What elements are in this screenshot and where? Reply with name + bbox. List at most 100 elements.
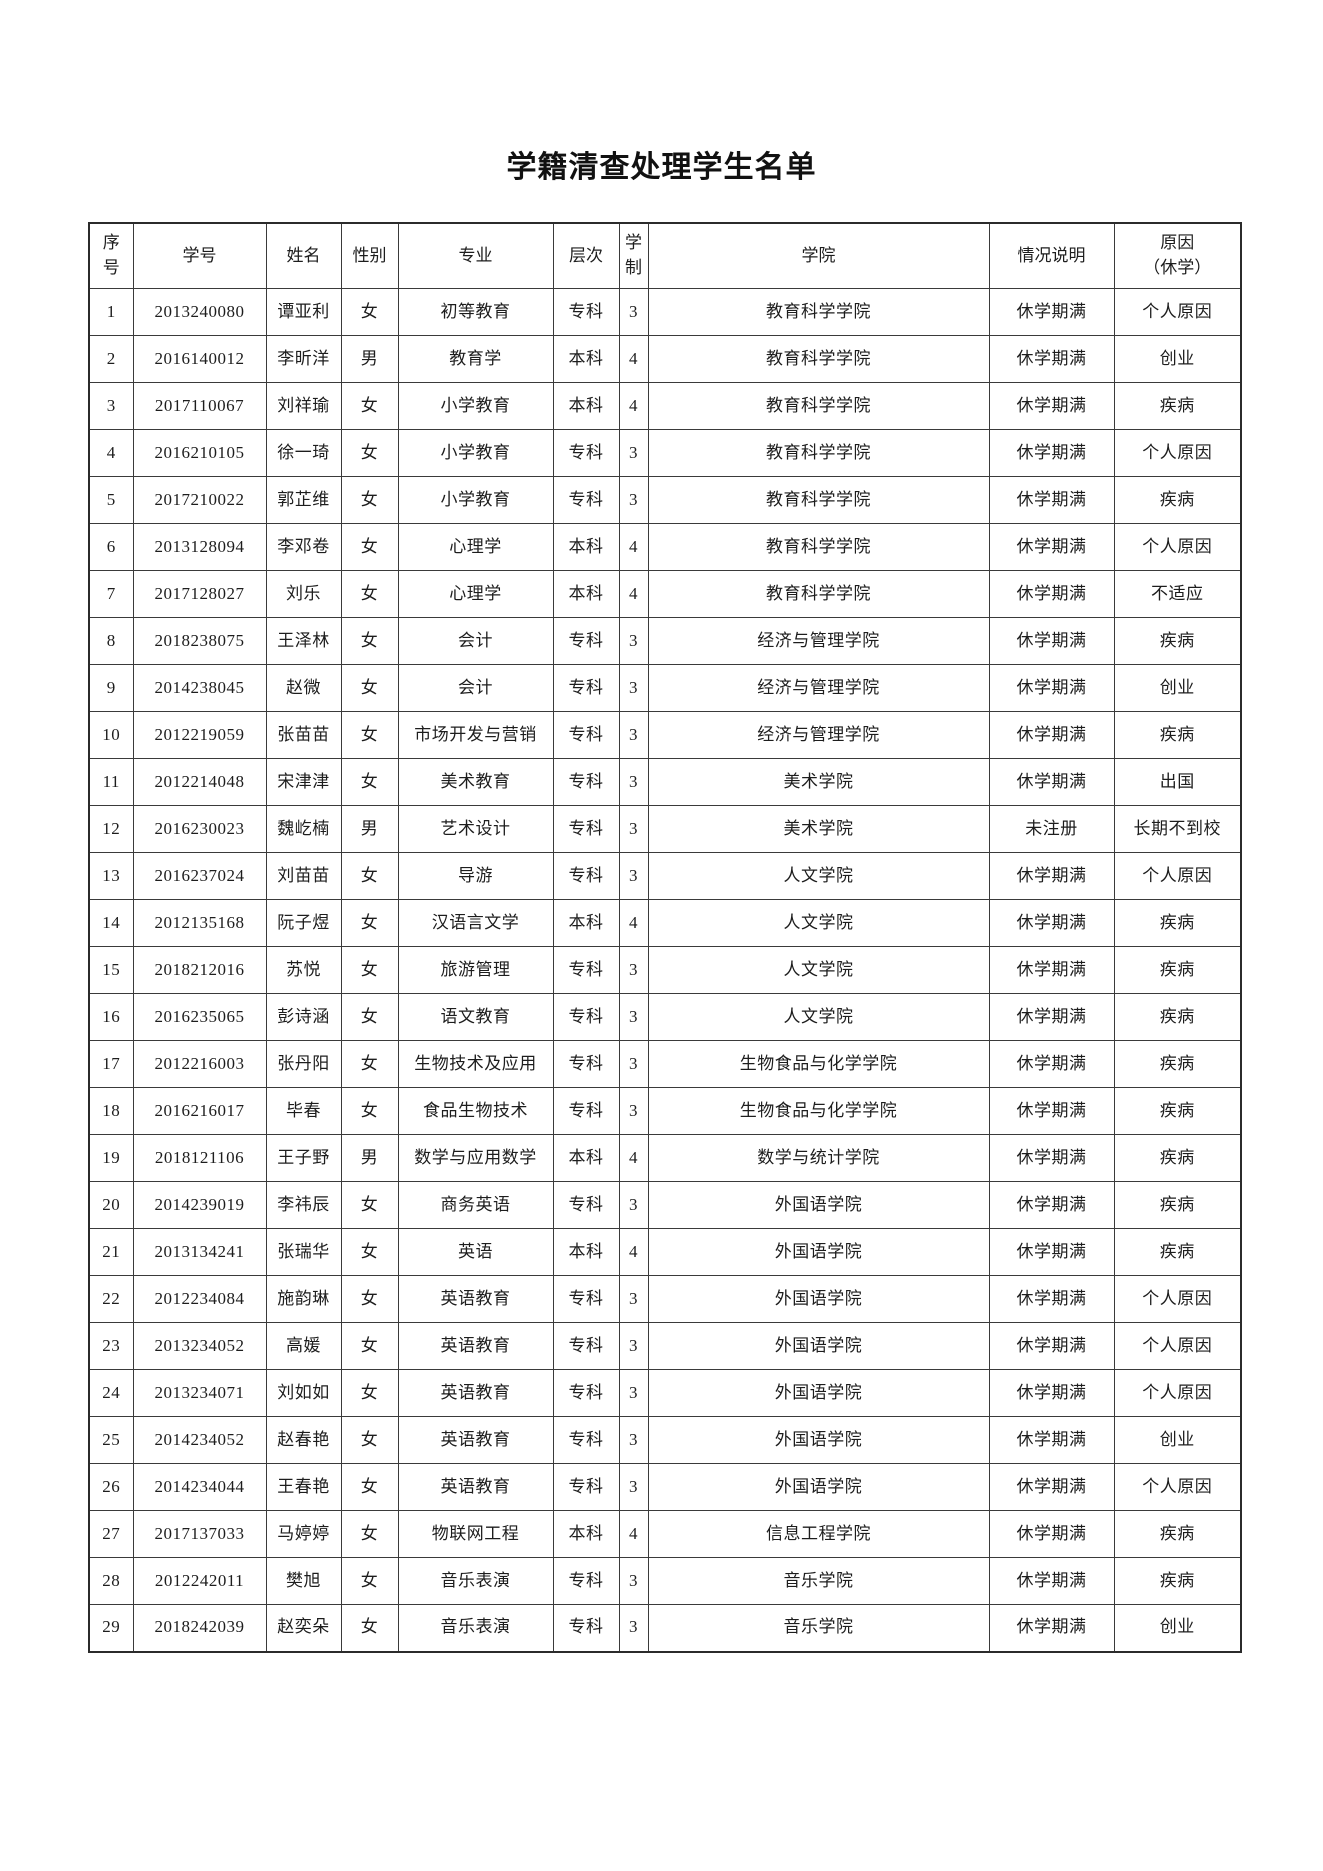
table-cell: 4 <box>618 899 649 947</box>
table-cell: 女 <box>340 758 399 806</box>
table-cell: 王子野 <box>265 1134 342 1182</box>
table-cell: 3 <box>618 1040 649 1088</box>
table-row: 23 2013234052 高媛女英语教育 专科 3 外国语学院 休学期满 个人原因 <box>88 1322 1242 1370</box>
table-cell: 2018238075 <box>132 617 267 665</box>
table-cell: 疾病 <box>1113 617 1242 665</box>
table-cell: 张苗苗 <box>265 711 342 759</box>
table-row: 18 2016216017 毕春女食品生物技术 专科 3 生物食品与化学学院 休学期满 疾病 <box>88 1087 1242 1135</box>
table-cell: 教育科学学院 <box>647 476 990 524</box>
table-cell: 4 <box>618 1134 649 1182</box>
table-cell: 休学期满 <box>988 476 1115 524</box>
table-cell: 本科 <box>552 1510 620 1558</box>
table-cell: 疾病 <box>1113 1181 1242 1229</box>
table-cell: 10 <box>88 711 134 759</box>
table-row: 1 2013240080 谭亚利女初等教育 专科 3 教育科学学院 休学期满 个人原因 <box>88 288 1242 336</box>
table-cell: 阮子煜 <box>265 899 342 947</box>
table-cell: 2013240080 <box>132 288 267 336</box>
table-cell: 休学期满 <box>988 288 1115 336</box>
table-cell: 2014238045 <box>132 664 267 712</box>
table-cell: 男 <box>340 335 399 383</box>
table-cell: 女 <box>340 1087 399 1135</box>
table-cell: 男 <box>340 805 399 853</box>
table-cell: 2012234084 <box>132 1275 267 1323</box>
table-cell: 3 <box>618 758 649 806</box>
table-cell: 休学期满 <box>988 899 1115 947</box>
table-cell: 18 <box>88 1087 134 1135</box>
student-table-body: 1 2013240080 谭亚利女初等教育 专科 3 教育科学学院 休学期满 个人原因 2 201… <box>88 288 1242 1652</box>
column-header: 姓名 <box>265 222 342 289</box>
column-header: 学 制 <box>618 222 649 289</box>
table-cell: 教育科学学院 <box>647 570 990 618</box>
table-cell: 赵微 <box>265 664 342 712</box>
table-cell: 疾病 <box>1113 1510 1242 1558</box>
table-cell: 8 <box>88 617 134 665</box>
table-cell: 4 <box>618 382 649 430</box>
table-cell: 3 <box>618 946 649 994</box>
table-cell: 休学期满 <box>988 1463 1115 1511</box>
table-cell: 物联网工程 <box>397 1510 554 1558</box>
table-row: 7 2017128027 刘乐女心理学 本科 4 教育科学学院 休学期满 不适应 <box>88 570 1242 618</box>
table-cell: 英语教育 <box>397 1369 554 1417</box>
table-cell: 美术学院 <box>647 758 990 806</box>
table-cell: 个人原因 <box>1113 852 1242 900</box>
table-cell: 3 <box>618 993 649 1041</box>
table-cell: 女 <box>340 429 399 477</box>
table-cell: 2016230023 <box>132 805 267 853</box>
table-cell: 未注册 <box>988 805 1115 853</box>
table-cell: 个人原因 <box>1113 429 1242 477</box>
table-cell: 11 <box>88 758 134 806</box>
table-cell: 2012216003 <box>132 1040 267 1088</box>
table-row: 13 2016237024 刘苗苗女导游 专科 3 人文学院 休学期满 个人原因 <box>88 852 1242 900</box>
table-cell: 彭诗涵 <box>265 993 342 1041</box>
table-cell: 音乐表演 <box>397 1604 554 1652</box>
table-cell: 创业 <box>1113 664 1242 712</box>
table-cell: 25 <box>88 1416 134 1464</box>
table-cell: 6 <box>88 523 134 571</box>
table-cell: 美术教育 <box>397 758 554 806</box>
table-cell: 2013128094 <box>132 523 267 571</box>
table-cell: 3 <box>88 382 134 430</box>
table-cell: 3 <box>618 1557 649 1605</box>
table-cell: 人文学院 <box>647 899 990 947</box>
table-cell: 休学期满 <box>988 617 1115 665</box>
table-cell: 女 <box>340 852 399 900</box>
table-cell: 谭亚利 <box>265 288 342 336</box>
table-cell: 小学教育 <box>397 476 554 524</box>
table-cell: 女 <box>340 1181 399 1229</box>
table-row: 5 2017210022 郭芷维女小学教育 专科 3 教育科学学院 休学期满 疾病 <box>88 476 1242 524</box>
table-cell: 26 <box>88 1463 134 1511</box>
table-row: 25 2014234052 赵春艳女英语教育 专科 3 外国语学院 休学期满 创业 <box>88 1416 1242 1464</box>
table-cell: 2018121106 <box>132 1134 267 1182</box>
table-row: 26 2014234044 王春艳女英语教育 专科 3 外国语学院 休学期满 个人原因 <box>88 1463 1242 1511</box>
table-cell: 本科 <box>552 523 620 571</box>
table-cell: 3 <box>618 1275 649 1323</box>
table-row: 20 2014239019 李祎辰女商务英语 专科 3 外国语学院 休学期满 疾病 <box>88 1181 1242 1229</box>
table-cell: 22 <box>88 1275 134 1323</box>
table-cell: 专科 <box>552 1369 620 1417</box>
table-cell: 3 <box>618 805 649 853</box>
table-cell: 疾病 <box>1113 382 1242 430</box>
table-cell: 休学期满 <box>988 993 1115 1041</box>
table-cell: 专科 <box>552 1275 620 1323</box>
table-cell: 休学期满 <box>988 1557 1115 1605</box>
table-cell: 生物食品与化学学院 <box>647 1040 990 1088</box>
table-cell: 苏悦 <box>265 946 342 994</box>
table-cell: 英语教育 <box>397 1275 554 1323</box>
table-cell: 24 <box>88 1369 134 1417</box>
table-cell: 2012242011 <box>132 1557 267 1605</box>
table-cell: 女 <box>340 476 399 524</box>
table-cell: 3 <box>618 1322 649 1370</box>
table-cell: 女 <box>340 570 399 618</box>
column-header: 原因 （休学） <box>1113 222 1242 289</box>
table-cell: 个人原因 <box>1113 288 1242 336</box>
table-cell: 教育科学学院 <box>647 429 990 477</box>
table-cell: 人文学院 <box>647 852 990 900</box>
table-cell: 17 <box>88 1040 134 1088</box>
table-cell: 长期不到校 <box>1113 805 1242 853</box>
table-cell: 2017110067 <box>132 382 267 430</box>
table-cell: 4 <box>618 1228 649 1276</box>
table-cell: 15 <box>88 946 134 994</box>
table-cell: 本科 <box>552 335 620 383</box>
table-cell: 专科 <box>552 1416 620 1464</box>
table-cell: 商务英语 <box>397 1181 554 1229</box>
